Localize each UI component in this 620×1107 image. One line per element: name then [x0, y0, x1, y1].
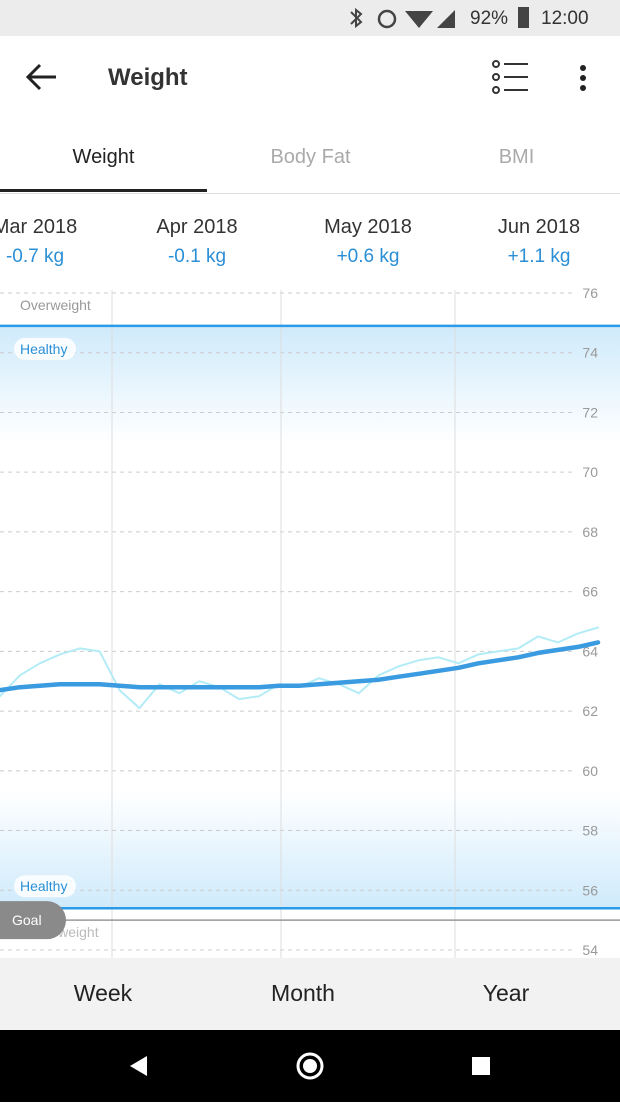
month-change: +0.6 kg: [336, 246, 400, 267]
y-tick-label: 62: [582, 703, 598, 719]
month-label: Apr 2018: [156, 216, 238, 238]
tab[interactable]: BMI: [498, 146, 535, 168]
month-change: -0.7 kg: [5, 246, 65, 267]
back-button[interactable]: [24, 62, 60, 92]
zone-label: Overweight: [20, 297, 91, 313]
range-bar: Week Month Year: [0, 958, 620, 1030]
month-change: +1.1 kg: [507, 246, 571, 267]
battery-text: 92%: [470, 8, 509, 29]
nav-icons: [130, 1052, 490, 1080]
range-button[interactable]: Year: [482, 980, 530, 1006]
tab-bar: Weight Body Fat BMI: [0, 120, 620, 194]
trend-line: [0, 640, 601, 693]
y-tick-label: 72: [582, 404, 598, 420]
y-tick-label: 60: [582, 763, 598, 779]
month-change: -0.1 kg: [167, 246, 227, 267]
y-tick-label: 54: [582, 942, 598, 958]
month-dividers: [111, 290, 456, 958]
y-tick-label: 66: [582, 584, 598, 600]
weight-chart: 54 56 58 60 62 64 66 68 70 72 74 76 Overweight Health…: [0, 285, 620, 958]
menu-button[interactable]: [576, 64, 590, 94]
y-tick-label: 76: [582, 285, 598, 301]
page-title: Weight: [108, 64, 188, 91]
tab[interactable]: Weight: [72, 146, 135, 168]
status-bar: 92% 12:00: [0, 0, 620, 36]
goal-pill: [0, 901, 66, 940]
nav-bar: [0, 1030, 620, 1102]
month-label: May 2018: [324, 216, 412, 238]
list-button[interactable]: [490, 58, 530, 96]
nav-home[interactable]: [296, 1052, 324, 1080]
y-tick-label: 58: [582, 823, 598, 839]
month-label: Mar 2018: [0, 216, 78, 238]
y-tick-label: 74: [582, 345, 598, 361]
battery-icon: [518, 7, 529, 28]
y-tick-label: 68: [582, 524, 598, 540]
tab-indicator: [0, 189, 207, 192]
range-button[interactable]: Week: [73, 980, 133, 1006]
y-tick-label: 64: [582, 643, 598, 659]
zone-pill: [14, 337, 76, 360]
zone-pill: [14, 875, 76, 898]
clock: 12:00: [541, 8, 589, 29]
y-tick-label: 70: [582, 464, 598, 480]
nav-recents[interactable]: [472, 1057, 490, 1075]
y-tick-label: 56: [582, 882, 598, 898]
status-icons: [350, 7, 455, 29]
healthy-zone: [0, 325, 620, 909]
zone-label: Healthy: [20, 341, 67, 357]
zone-label: Healthy: [20, 878, 67, 894]
header: Weight: [0, 36, 620, 120]
month-label: Jun 2018: [497, 216, 581, 238]
goal-label: Goal: [12, 912, 42, 928]
tab[interactable]: Body Fat: [270, 146, 351, 168]
range-button[interactable]: Month: [271, 980, 335, 1006]
nav-back[interactable]: [130, 1056, 147, 1076]
